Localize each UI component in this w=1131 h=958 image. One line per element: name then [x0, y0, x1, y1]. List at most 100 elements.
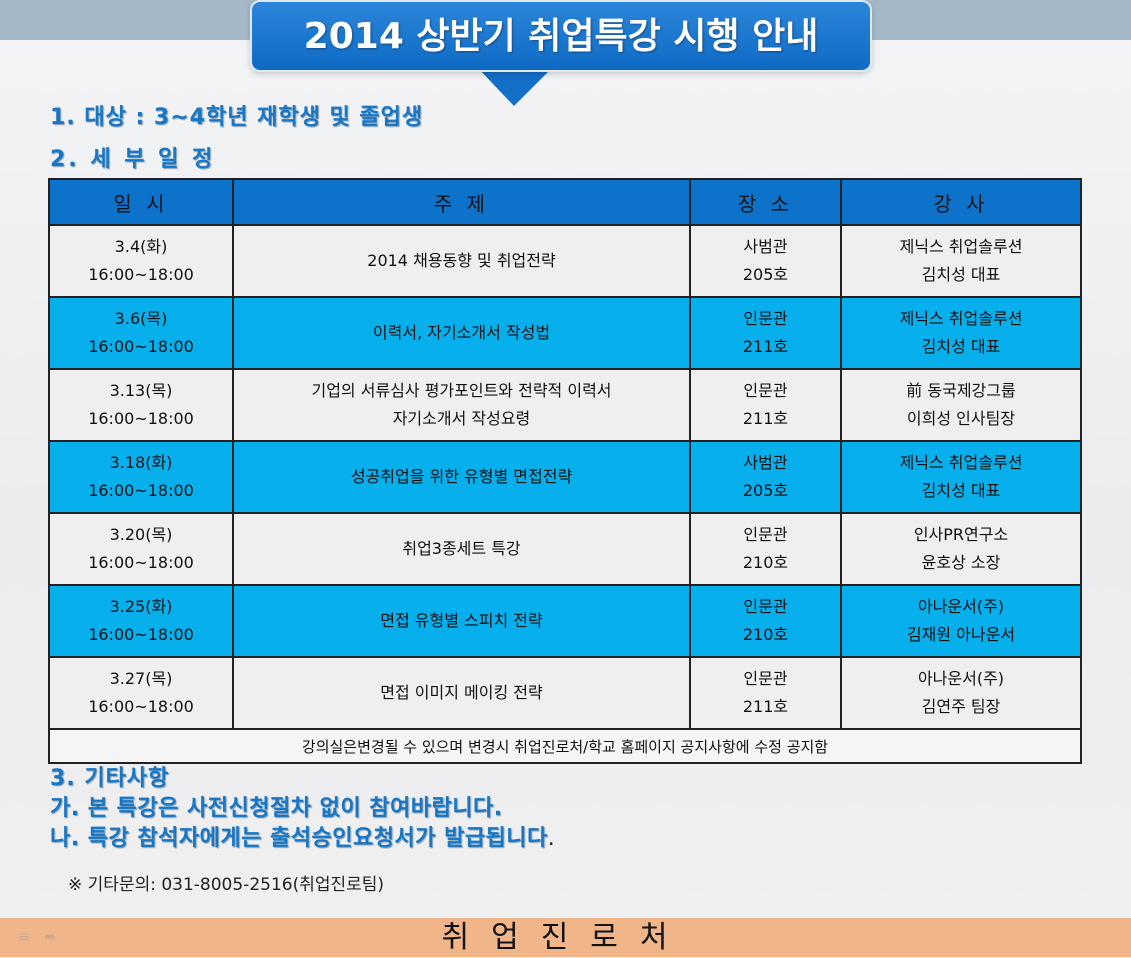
cell-speaker: 제닉스 취업솔루션 김치성 대표	[840, 440, 1082, 514]
cell-place: 인문관 211호	[689, 656, 842, 730]
footer-bar: 취업진로처	[0, 918, 1131, 957]
place-building: 인문관	[743, 669, 788, 688]
header-place: 장 소	[689, 178, 842, 226]
cell-datetime: 3.4(화) 16:00~18:00	[48, 224, 234, 298]
cell-topic: 면접 이미지 메이킹 전략	[232, 656, 691, 730]
heading-etc: 3. 기타사항	[50, 766, 170, 791]
date-text: 3.13(목)	[109, 381, 173, 400]
place-building: 인문관	[743, 597, 788, 616]
speaker-org: 아나운서(주)	[917, 597, 1005, 616]
next-slide-icon[interactable]: ➡	[44, 929, 56, 945]
cell-datetime: 3.20(목) 16:00~18:00	[48, 512, 234, 586]
topic-text-line2: 자기소개서 작성요령	[392, 409, 531, 428]
date-text: 3.18(화)	[109, 453, 173, 472]
note-no-registration: 가. 본 특강은 사전신청절차 없이 참여바랍니다.	[50, 796, 503, 821]
cell-datetime: 3.13(목) 16:00~18:00	[48, 368, 234, 442]
title-banner-tail	[476, 66, 554, 106]
place-building: 인문관	[743, 381, 788, 400]
place-room: 210호	[742, 553, 789, 572]
table-footnote-row: 강의실은변경될 수 있으며 변경시 취업진로처/학교 홈페이지 공지사항에 수정…	[48, 728, 1082, 764]
table-row: 3.6(목) 16:00~18:00 이력서, 자기소개서 작성법 인문관 211호…	[48, 296, 1082, 370]
topic-text: 면접 이미지 메이킹 전략	[380, 683, 543, 702]
time-text: 16:00~18:00	[88, 697, 194, 716]
speaker-name: 김재원 아나운서	[906, 625, 1016, 644]
place-room: 211호	[742, 409, 789, 428]
cell-topic: 2014 채용동향 및 취업전략	[232, 224, 691, 298]
speaker-org: 제닉스 취업솔루션	[899, 309, 1023, 328]
topic-text: 취업3종세트 특강	[402, 539, 521, 558]
title-banner: 2014 상반기 취업특강 시행 안내	[250, 0, 872, 72]
place-building: 인문관	[743, 309, 788, 328]
heading-schedule: 2. 세 부 일 정	[50, 147, 216, 172]
date-text: 3.6(목)	[114, 309, 168, 328]
speaker-name: 김치성 대표	[921, 265, 1001, 284]
date-text: 3.25(화)	[109, 597, 173, 616]
time-text: 16:00~18:00	[88, 553, 194, 572]
heading-target: 1. 대상 : 3~4학년 재학생 및 졸업생	[50, 105, 424, 130]
cell-place: 사범관 205호	[689, 440, 842, 514]
header-speaker: 강 사	[840, 178, 1082, 226]
time-text: 16:00~18:00	[88, 625, 194, 644]
cell-speaker: 아나운서(주) 김재원 아나운서	[840, 584, 1082, 658]
speaker-org: 제닉스 취업솔루션	[899, 453, 1023, 472]
menu-icon[interactable]: ≡	[18, 929, 30, 945]
table-row: 3.18(화) 16:00~18:00 성공취업을 위한 유형별 면접전략 사범관…	[48, 440, 1082, 514]
cell-place: 인문관 210호	[689, 584, 842, 658]
note-period: .	[547, 826, 556, 851]
contact-info: ※ 기타문의: 031-8005-2516(취업진로팀)	[68, 875, 385, 895]
topic-text: 2014 채용동향 및 취업전략	[367, 251, 556, 270]
cell-topic: 이력서, 자기소개서 작성법	[232, 296, 691, 370]
table-row: 3.4(화) 16:00~18:00 2014 채용동향 및 취업전략 사범관 20…	[48, 224, 1082, 298]
table-header-row: 일 시 주 제 장 소 강 사	[48, 178, 1082, 226]
place-building: 인문관	[743, 525, 788, 544]
time-text: 16:00~18:00	[88, 481, 194, 500]
table-row: 3.25(화) 16:00~18:00 면접 유형별 스피치 전략 인문관 210호…	[48, 584, 1082, 658]
place-room: 211호	[742, 697, 789, 716]
place-room: 205호	[742, 481, 789, 500]
cell-topic: 면접 유형별 스피치 전략	[232, 584, 691, 658]
place-room: 211호	[742, 337, 789, 356]
speaker-org: 前 동국제강그룹	[906, 381, 1016, 400]
date-text: 3.27(목)	[109, 669, 173, 688]
cell-place: 사범관 205호	[689, 224, 842, 298]
time-text: 16:00~18:00	[88, 265, 194, 284]
cell-topic: 성공취업을 위한 유형별 면접전략	[232, 440, 691, 514]
cell-datetime: 3.6(목) 16:00~18:00	[48, 296, 234, 370]
cell-datetime: 3.27(목) 16:00~18:00	[48, 656, 234, 730]
cell-datetime: 3.25(화) 16:00~18:00	[48, 584, 234, 658]
note-attendance-text: 나. 특강 참석자에게는 출석승인요청서가 발급됩니다	[50, 826, 548, 851]
speaker-name: 김치성 대표	[921, 337, 1001, 356]
topic-text: 이력서, 자기소개서 작성법	[372, 323, 551, 342]
cell-speaker: 아나운서(주) 김연주 팀장	[840, 656, 1082, 730]
date-text: 3.4(화)	[114, 237, 168, 256]
place-building: 사범관	[743, 453, 788, 472]
schedule-table: 일 시 주 제 장 소 강 사 3.4(화) 16:00~18:00 2014 채…	[48, 178, 1082, 764]
table-row: 3.20(목) 16:00~18:00 취업3종세트 특강 인문관 210호 인사P…	[48, 512, 1082, 586]
place-room: 205호	[742, 265, 789, 284]
header-topic: 주 제	[232, 178, 691, 226]
topic-text: 성공취업을 위한 유형별 면접전략	[350, 467, 573, 486]
topic-text: 기업의 서류심사 평가포인트와 전략적 이력서	[311, 381, 612, 400]
topic-text: 면접 유형별 스피치 전략	[380, 611, 543, 630]
speaker-name: 윤호상 소장	[921, 553, 1001, 572]
cell-datetime: 3.18(화) 16:00~18:00	[48, 440, 234, 514]
table-footnote: 강의실은변경될 수 있으며 변경시 취업진로처/학교 홈페이지 공지사항에 수정…	[48, 728, 1082, 764]
speaker-name: 이희성 인사팀장	[906, 409, 1016, 428]
place-building: 사범관	[743, 237, 788, 256]
speaker-org: 인사PR연구소	[913, 525, 1009, 544]
cell-place: 인문관 211호	[689, 296, 842, 370]
speaker-org: 아나운서(주)	[917, 669, 1005, 688]
cell-topic: 취업3종세트 특강	[232, 512, 691, 586]
header-datetime: 일 시	[48, 178, 234, 226]
cell-place: 인문관 210호	[689, 512, 842, 586]
time-text: 16:00~18:00	[88, 337, 194, 356]
time-text: 16:00~18:00	[88, 409, 194, 428]
speaker-org: 제닉스 취업솔루션	[899, 237, 1023, 256]
date-text: 3.20(목)	[109, 525, 173, 544]
note-attendance-certificate: 나. 특강 참석자에게는 출석승인요청서가 발급됩니다.	[50, 820, 555, 852]
